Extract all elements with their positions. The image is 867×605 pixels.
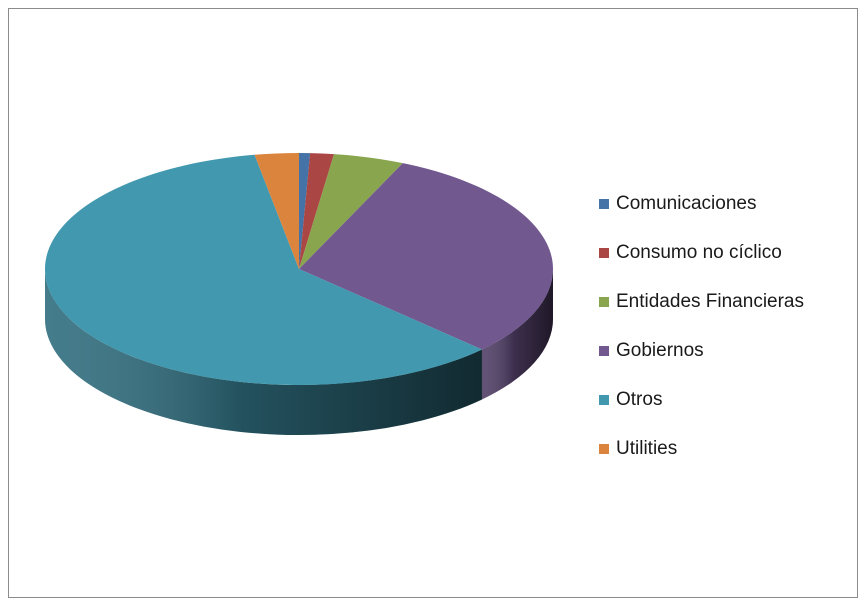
pie-slice-gobiernos — [299, 163, 553, 350]
legend-swatch-otros — [599, 394, 609, 405]
pie-side-gobiernos-shade — [481, 269, 553, 400]
legend-item-entidades-financieras: Entidades Financieras — [599, 277, 859, 326]
pie-slice-utilities — [254, 153, 299, 269]
legend-swatch-utilities — [599, 443, 609, 454]
chart-frame: Comunicaciones Consumo no cíclico Entida… — [8, 8, 858, 598]
pie-slice-otros — [44, 154, 482, 385]
legend-label-entidades-financieras: Entidades Financieras — [616, 290, 804, 312]
legend-label-comunicaciones: Comunicaciones — [616, 192, 757, 214]
legend-item-otros: Otros — [599, 375, 859, 424]
legend-item-utilities: Utilities — [599, 424, 859, 473]
pie-slice-consumo-no-ciclico — [299, 153, 334, 269]
legend-label-otros: Otros — [616, 388, 663, 410]
legend-item-comunicaciones: Comunicaciones — [599, 179, 859, 228]
legend-swatch-gobiernos — [599, 345, 609, 356]
pie-chart — [44, 152, 553, 435]
legend-label-utilities: Utilities — [616, 437, 678, 459]
pie-slice-entidades-financieras — [299, 154, 403, 269]
legend-item-consumo-no-ciclico: Consumo no cíclico — [599, 228, 859, 277]
legend-item-gobiernos: Gobiernos — [599, 326, 859, 375]
legend-label-consumo-no-ciclico: Consumo no cíclico — [616, 241, 782, 263]
legend-swatch-entidades-financieras — [599, 296, 609, 307]
pie-slice-comunicaciones — [299, 152, 311, 269]
legend: Comunicaciones Consumo no cíclico Entida… — [599, 179, 859, 473]
legend-label-gobiernos: Gobiernos — [616, 339, 704, 361]
pie-side-otros-shade — [45, 269, 482, 435]
legend-swatch-comunicaciones — [599, 198, 609, 209]
legend-swatch-consumo-no-ciclico — [599, 247, 609, 258]
